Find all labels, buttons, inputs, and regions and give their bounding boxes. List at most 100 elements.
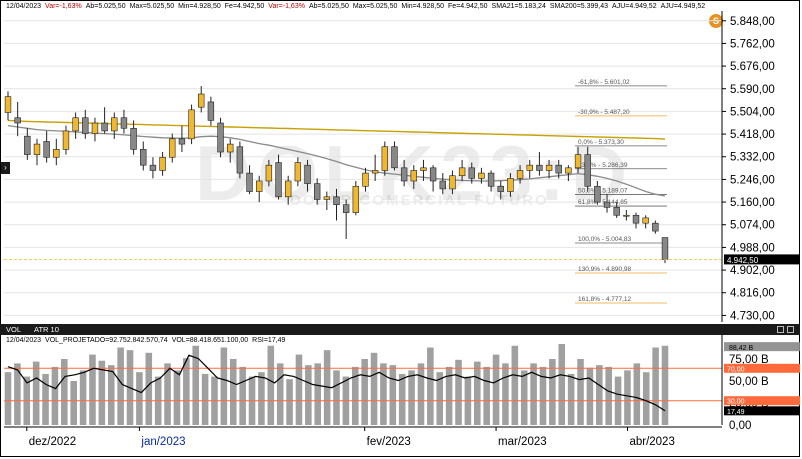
volume-bar: [624, 370, 631, 425]
volume-bar: [79, 370, 87, 425]
candle-body: [362, 172, 369, 187]
rsi-level-label: 30,00: [727, 399, 745, 406]
info-value: Max=5.025,50: [129, 3, 175, 10]
info-value: Ab=5.025,50: [308, 3, 349, 10]
volume-bar: [455, 359, 462, 425]
candle-body: [555, 164, 562, 174]
sub-y-tick-label: 0,00: [729, 420, 751, 432]
info-value: 12/04/2023: [6, 3, 42, 10]
sma21-line: [7, 124, 666, 197]
volume-bar: [596, 365, 603, 425]
volume-bar: [164, 363, 171, 425]
volume-bar: [14, 363, 21, 425]
candle-body: [188, 109, 195, 140]
candle-body: [652, 222, 659, 232]
candle-body: [198, 93, 205, 108]
candle-body: [400, 167, 408, 182]
candle-body: [91, 122, 99, 134]
candle-body: [323, 196, 331, 200]
info-value: Var=-1,63%: [268, 3, 305, 10]
x-tick-label: mar/2023: [498, 436, 547, 448]
fib-level-label: 130,9% - 4.890,98: [578, 266, 632, 273]
candle-body: [565, 167, 572, 174]
candle-body: [623, 214, 630, 217]
info-value: Var=-1,63%: [45, 3, 82, 10]
candle-body: [507, 178, 514, 192]
candle-body: [420, 167, 427, 171]
sub-y-tick-label: 88,42 B: [729, 345, 753, 352]
volume-bar: [70, 380, 77, 425]
x-tick-label: dez/2022: [29, 436, 76, 448]
volume-bar: [276, 363, 284, 425]
x-tick-label: abr/2023: [629, 436, 674, 448]
volume-info-value: RSI=17,49: [252, 337, 286, 344]
volume-bar: [305, 365, 312, 425]
candle-body: [449, 175, 456, 190]
candle-body: [487, 172, 495, 187]
price-chart[interactable]: 5.848,00 5.762,00 5.676,00 5.590,00 5.504,00…: [0, 0, 802, 324]
volume-bar: [436, 372, 444, 425]
indicator-tab-bar: VOL ATR 10: [0, 324, 800, 335]
volume-bar: [539, 366, 547, 425]
candle-body: [62, 130, 70, 150]
candle-body: [4, 96, 12, 113]
volume-bar: [661, 345, 669, 425]
candle-body: [478, 172, 485, 179]
candle-body: [207, 101, 215, 121]
candle-body: [284, 180, 292, 198]
fib-level-label: 100,0% - 5.004,83: [578, 236, 632, 243]
maximize-pane-icon[interactable]: [777, 326, 784, 333]
y-tick-label: 5.848,00: [730, 16, 775, 28]
volume-bar: [445, 366, 453, 425]
y-tick-label: 5.332,00: [730, 152, 775, 164]
volume-bar: [605, 366, 612, 425]
candle-body: [642, 217, 649, 224]
tab-vol[interactable]: VOL: [6, 325, 22, 334]
y-tick-label: 4.988,00: [730, 242, 775, 254]
volume-bar: [577, 358, 584, 425]
tab-atr[interactable]: ATR 10: [34, 325, 59, 334]
volume-bar: [61, 358, 68, 425]
candle-body: [130, 127, 137, 150]
candle-body: [545, 164, 553, 171]
info-value: Fe=4.942,50: [224, 3, 265, 10]
volume-bar: [351, 366, 359, 425]
candle-body: [236, 146, 244, 174]
candle-body: [111, 117, 118, 132]
rsi-level-tag: [724, 363, 800, 373]
volume-bar: [558, 344, 566, 425]
volume-bar: [520, 370, 528, 425]
volume-bar: [4, 372, 12, 425]
volume-bar: [42, 373, 49, 425]
info-value: AJU=4.949,52: [660, 3, 706, 10]
rsi-level-label: 70,00: [727, 366, 745, 373]
candle-body: [246, 172, 253, 192]
volume-bar: [492, 354, 500, 425]
close-pane-icon[interactable]: [787, 326, 794, 333]
volume-bar: [183, 358, 190, 425]
candle-body: [594, 185, 601, 203]
y-tick-label: 5.074,00: [730, 220, 775, 232]
candle-body: [33, 143, 41, 155]
info-value: SMA200=5.399,43: [549, 3, 609, 10]
candle-body: [53, 149, 60, 158]
volume-bar: [427, 347, 434, 425]
volume-bar: [136, 372, 143, 425]
candle-body: [217, 122, 224, 153]
expand-panel-icon[interactable]: ›: [1, 162, 10, 174]
candle-body: [120, 117, 128, 129]
volume-bar: [323, 350, 331, 425]
y-tick-label: 4.902,00: [730, 265, 775, 277]
info-value: Ab=5.025,50: [85, 3, 126, 10]
fib-level-label: 161,8% - 4.777,12: [578, 296, 632, 303]
volume-info-value: 12/04/2023: [6, 337, 42, 344]
last-price-tag: [724, 254, 800, 265]
candle-body: [227, 143, 234, 153]
candle-body: [304, 164, 311, 184]
candle-body: [439, 180, 446, 190]
info-value: SMA21=5.183,24: [491, 3, 546, 10]
y-tick-label: 4.730,00: [730, 310, 775, 322]
volume-bar: [258, 372, 265, 425]
info-value: AJU=4.949,52: [612, 3, 657, 10]
